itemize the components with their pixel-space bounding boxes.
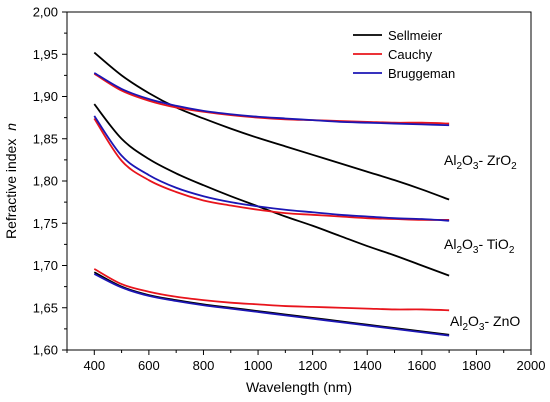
axis-ticks: 400 600 800 1000 1200 1400 1600 1800 2000 1,60 1,6… bbox=[33, 5, 546, 374]
series-line-sellmeier-al2o3-zro2 bbox=[93, 51, 450, 201]
x-tick-label: 1000 bbox=[244, 358, 273, 373]
series-line-cauchy-al2o3-zno bbox=[93, 268, 450, 312]
y-tick-label: 1,90 bbox=[33, 89, 58, 104]
y-tick-label: 2,00 bbox=[33, 5, 58, 20]
x-tick-label: 1800 bbox=[462, 358, 491, 373]
x-tick-label: 600 bbox=[138, 358, 160, 373]
series-line-sellmeier-al2o3-zno bbox=[93, 271, 450, 336]
x-tick-label: 1200 bbox=[298, 358, 327, 373]
y-tick-label: 1,95 bbox=[33, 47, 58, 62]
x-tick-label: 800 bbox=[193, 358, 215, 373]
x-axis-title: Wavelength (nm) bbox=[246, 379, 352, 395]
material-label: Al2O3- TiO2 bbox=[444, 236, 515, 256]
legend-label: Bruggeman bbox=[388, 66, 455, 81]
x-tick-label: 1600 bbox=[407, 358, 436, 373]
series-line-sellmeier-al2o3-tio2 bbox=[93, 103, 450, 277]
y-axis-title-text: Refractive index bbox=[3, 139, 19, 239]
legend-label: Sellmeier bbox=[388, 28, 443, 43]
y-axis-title-symbol: n bbox=[3, 123, 19, 131]
x-tick-label: 2000 bbox=[517, 358, 546, 373]
plot-frame bbox=[66, 11, 532, 351]
legend: Sellmeier Cauchy Bruggeman bbox=[353, 28, 455, 81]
series-lines bbox=[93, 51, 450, 337]
y-axis-title: Refractive index n bbox=[3, 123, 19, 239]
material-annotations: Al2O3- ZrO2 Al2O3- TiO2 Al2O3- ZnO bbox=[444, 152, 520, 333]
y-tick-label: 1,75 bbox=[33, 216, 58, 231]
y-tick-label: 1,80 bbox=[33, 174, 58, 189]
series-line-bruggeman-al2o3-tio2 bbox=[93, 115, 450, 222]
y-tick-label: 1,65 bbox=[33, 300, 58, 315]
y-tick-label: 1,85 bbox=[33, 131, 58, 146]
x-tick-label: 1400 bbox=[353, 358, 382, 373]
legend-label: Cauchy bbox=[388, 47, 433, 62]
y-tick-label: 1,60 bbox=[33, 343, 58, 358]
material-label: Al2O3- ZrO2 bbox=[444, 152, 517, 172]
series-line-cauchy-al2o3-tio2 bbox=[93, 117, 450, 221]
series-line-bruggeman-al2o3-zro2 bbox=[93, 72, 450, 127]
y-tick-label: 1,70 bbox=[33, 258, 58, 273]
series-line-bruggeman-al2o3-zno bbox=[93, 273, 450, 337]
x-tick-label: 400 bbox=[83, 358, 105, 373]
material-label: Al2O3- ZnO bbox=[450, 313, 520, 333]
